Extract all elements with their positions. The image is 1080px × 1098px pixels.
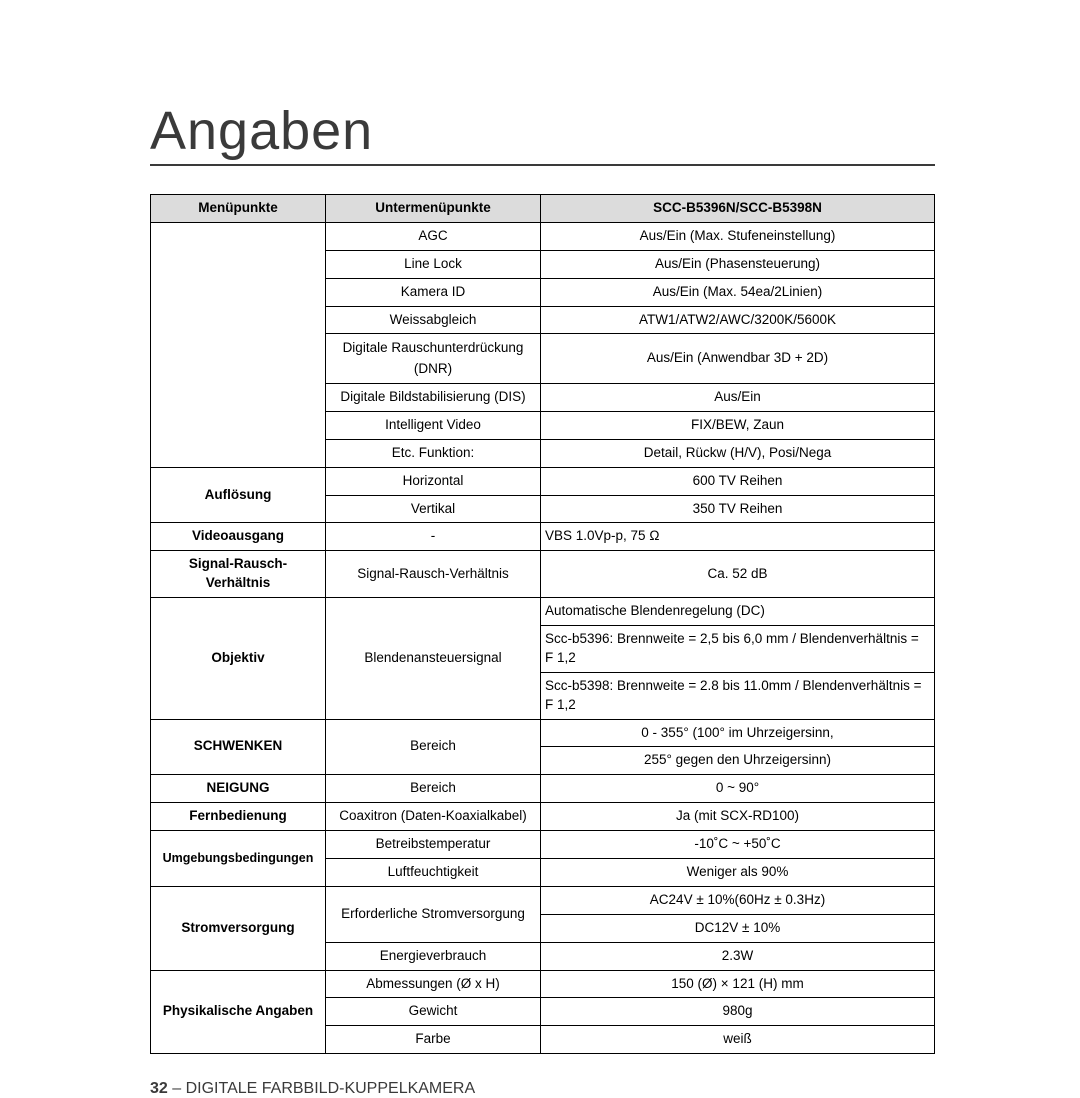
cell-sub: Vertikal [326,495,541,523]
cell-empty [151,222,326,467]
cell-name: SCHWENKEN [151,719,326,775]
cell-name: Physikalische Angaben [151,970,326,1054]
cell-sub: Kamera ID [326,278,541,306]
cell-sub: Digitale Rauschunterdrückung (DNR) [326,334,541,384]
page-footer: 32 – DIGITALE FARBBILD-KUPPELKAMERA [150,1080,935,1098]
cell-val: AC24V ± 10%(60Hz ± 0.3Hz) [541,886,935,914]
cell-sub: Horizontal [326,467,541,495]
cell-val: Automatische Blendenregelung (DC) [541,598,935,626]
cell-val: 350 TV Reihen [541,495,935,523]
cell-sub: Weissabgleich [326,306,541,334]
table-row: Signal-Rausch-Verhältnis Signal-Rausch-V… [151,551,935,598]
cell-sub: Etc. Funktion: [326,439,541,467]
cell-sub: AGC [326,222,541,250]
cell-val: 2.3W [541,942,935,970]
table-row: SCHWENKEN Bereich 0 - 355° (100° im Uhrz… [151,719,935,747]
table-row: Stromversorgung Erforderliche Stromverso… [151,886,935,914]
cell-val: 0 - 355° (100° im Uhrzeigersinn, [541,719,935,747]
cell-val: 980g [541,998,935,1026]
cell-val: Scc-b5396: Brennweite = 2,5 bis 6,0 mm /… [541,625,935,672]
cell-name: NEIGUNG [151,775,326,803]
table-row: AGC Aus/Ein (Max. Stufeneinstellung) [151,222,935,250]
footer-text: DIGITALE FARBBILD-KUPPELKAMERA [186,1080,476,1097]
cell-sub: Erforderliche Stromversorgung [326,886,541,942]
cell-val: 255° gegen den Uhrzeigersinn) [541,747,935,775]
table-row: NEIGUNG Bereich 0 ~ 90° [151,775,935,803]
cell-val: ATW1/ATW2/AWC/3200K/5600K [541,306,935,334]
cell-val: 600 TV Reihen [541,467,935,495]
cell-val: Aus/Ein (Anwendbar 3D + 2D) [541,334,935,384]
cell-sub: Line Lock [326,250,541,278]
cell-val: Aus/Ein [541,383,935,411]
cell-sub: Coaxitron (Daten-Koaxialkabel) [326,803,541,831]
cell-val: Detail, Rückw (H/V), Posi/Nega [541,439,935,467]
table-row: Umgebungsbedingungen Betreibstemperatur … [151,831,935,859]
cell-val: Aus/Ein (Max. 54ea/2Linien) [541,278,935,306]
table-row: Physikalische Angaben Abmessungen (Ø x H… [151,970,935,998]
header-model: SCC-B5396N/SCC-B5398N [541,195,935,223]
cell-sub: Bereich [326,775,541,803]
cell-val: 0 ~ 90° [541,775,935,803]
cell-val: Ja (mit SCX-RD100) [541,803,935,831]
footer-sep: – [168,1080,186,1097]
cell-val: weiß [541,1026,935,1054]
cell-sub: Energieverbrauch [326,942,541,970]
cell-name: Umgebungsbedingungen [151,831,326,887]
cell-name: Auflösung [151,467,326,523]
cell-sub: Intelligent Video [326,411,541,439]
cell-val: FIX/BEW, Zaun [541,411,935,439]
table-header-row: Menüpunkte Untermenüpunkte SCC-B5396N/SC… [151,195,935,223]
cell-sub: Abmessungen (Ø x H) [326,970,541,998]
cell-sub: Betreibstemperatur [326,831,541,859]
cell-val: Ca. 52 dB [541,551,935,598]
table-row: Fernbedienung Coaxitron (Daten-Koaxialka… [151,803,935,831]
cell-val: Aus/Ein (Phasensteuerung) [541,250,935,278]
page-number: 32 [150,1080,168,1097]
cell-val: Aus/Ein (Max. Stufeneinstellung) [541,222,935,250]
cell-name: Signal-Rausch-Verhältnis [151,551,326,598]
cell-val: 150 (Ø) × 121 (H) mm [541,970,935,998]
cell-val: Weniger als 90% [541,858,935,886]
cell-name: Fernbedienung [151,803,326,831]
table-row: Videoausgang - VBS 1.0Vp-p, 75 Ω [151,523,935,551]
cell-val: -10˚C ~ +50˚C [541,831,935,859]
cell-sub: Blendenansteuersignal [326,598,541,719]
cell-sub: Farbe [326,1026,541,1054]
header-menupunkte: Menüpunkte [151,195,326,223]
cell-sub: Bereich [326,719,541,775]
table-row: Auflösung Horizontal 600 TV Reihen [151,467,935,495]
page-title: Angaben [150,100,935,166]
cell-name: Objektiv [151,598,326,719]
cell-sub: Digitale Bildstabilisierung (DIS) [326,383,541,411]
cell-sub: Signal-Rausch-Verhältnis [326,551,541,598]
spec-table: Menüpunkte Untermenüpunkte SCC-B5396N/SC… [150,194,935,1054]
cell-sub: Gewicht [326,998,541,1026]
cell-name: Stromversorgung [151,886,326,970]
cell-val: Scc-b5398: Brennweite = 2.8 bis 11.0mm /… [541,672,935,719]
cell-val: DC12V ± 10% [541,914,935,942]
header-untermenupunkte: Untermenüpunkte [326,195,541,223]
cell-name: Videoausgang [151,523,326,551]
cell-sub: - [326,523,541,551]
cell-sub: Luftfeuchtigkeit [326,858,541,886]
table-row: Objektiv Blendenansteuersignal Automatis… [151,598,935,626]
cell-val: VBS 1.0Vp-p, 75 Ω [541,523,935,551]
